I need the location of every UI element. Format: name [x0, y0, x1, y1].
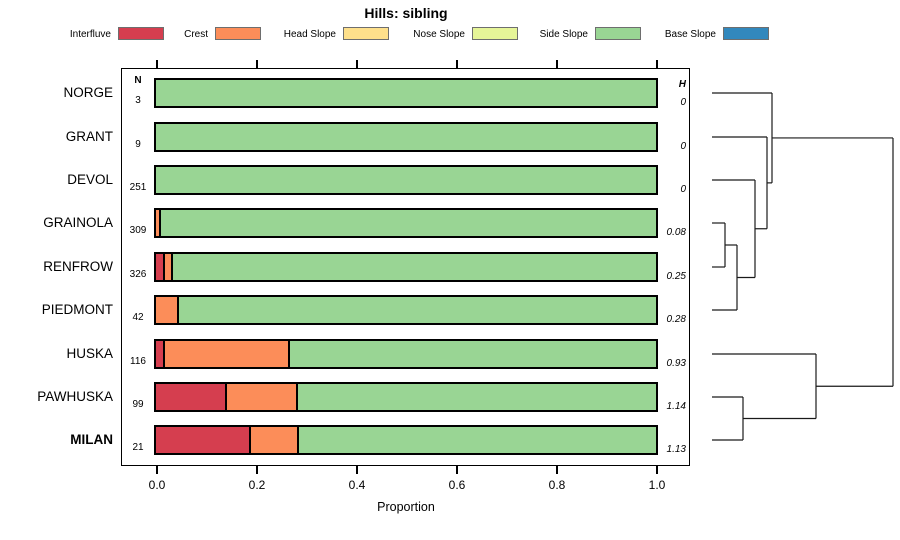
- n-value: 309: [129, 225, 147, 236]
- stacked-bar-milan: [154, 425, 658, 455]
- axis-tick-bottom: [656, 466, 658, 474]
- h-value: 0.25: [666, 271, 686, 282]
- stacked-bar-renfrow: [154, 252, 658, 282]
- h-value: 1.13: [666, 444, 686, 455]
- bar-segment-side_slope: [156, 80, 656, 106]
- axis-tick-label: 0.4: [348, 478, 366, 492]
- axis-tick-label: 0.6: [448, 478, 466, 492]
- n-value: 3: [135, 95, 141, 106]
- legend-label-3: Nose Slope: [413, 29, 465, 40]
- n-value: 116: [130, 356, 146, 367]
- legend-label-1: Crest: [184, 29, 208, 40]
- n-value: 99: [132, 399, 144, 410]
- bar-segment-crest: [227, 384, 298, 410]
- h-value: 0.28: [666, 314, 686, 325]
- h-value: 0.08: [666, 227, 686, 238]
- bar-segment-side_slope: [299, 427, 656, 453]
- legend-swatch-icon: [723, 27, 769, 40]
- h-value: 0.93: [666, 358, 686, 369]
- bar-segment-crest: [156, 210, 161, 236]
- bar-segment-crest: [251, 427, 299, 453]
- n-value: 21: [132, 442, 144, 453]
- axis-tick-bottom: [256, 466, 258, 474]
- legend-label-5: Base Slope: [664, 29, 716, 40]
- axis-tick-label: 0.8: [548, 478, 566, 492]
- row-label-devol: DEVOL: [67, 172, 113, 187]
- stacked-bar-piedmont: [154, 295, 658, 325]
- bar-segment-crest: [165, 254, 173, 280]
- row-label-grant: GRANT: [65, 129, 113, 144]
- legend-label-4: Side Slope: [539, 29, 588, 40]
- bar-segment-interfluve: [156, 384, 227, 410]
- h-value: 0: [680, 141, 686, 152]
- bar-segment-side_slope: [179, 297, 656, 323]
- n-value: 42: [132, 312, 144, 323]
- axis-tick-label: 1.0: [648, 478, 666, 492]
- bar-segment-side_slope: [161, 210, 656, 236]
- bar-segment-crest: [156, 297, 179, 323]
- h-column-header: H: [678, 79, 686, 90]
- h-value: 1.14: [666, 401, 686, 412]
- row-label-pawhuska: PAWHUSKA: [37, 389, 113, 404]
- row-label-huska: HUSKA: [66, 346, 113, 361]
- legend-label-2: Head Slope: [283, 29, 336, 40]
- legend-swatch-icon: [595, 27, 641, 40]
- bar-segment-side_slope: [173, 254, 656, 280]
- axis-tick-bottom: [556, 466, 558, 474]
- axis-tick-top: [256, 60, 258, 68]
- bar-segment-interfluve: [156, 341, 165, 367]
- row-label-norge: NORGE: [63, 85, 113, 100]
- axis-tick-label: 0.0: [148, 478, 166, 492]
- stacked-bar-norge: [154, 78, 658, 108]
- axis-tick-top: [556, 60, 558, 68]
- x-axis-title: Proportion: [377, 500, 435, 514]
- n-value: 9: [135, 139, 141, 150]
- stacked-bar-grant: [154, 122, 658, 152]
- bar-segment-side_slope: [290, 341, 656, 367]
- row-label-renfrow: RENFROW: [43, 259, 113, 274]
- axis-tick-label: 0.2: [248, 478, 266, 492]
- h-value: 0: [680, 97, 686, 108]
- h-value: 0: [680, 184, 686, 195]
- stacked-bar-huska: [154, 339, 658, 369]
- chart-title: Hills: sibling: [364, 5, 448, 21]
- legend-swatch-icon: [215, 27, 261, 40]
- axis-tick-bottom: [356, 466, 358, 474]
- legend-swatch-icon: [118, 27, 164, 40]
- row-label-piedmont: PIEDMONT: [41, 302, 113, 317]
- legend-label-0: Interfluve: [69, 29, 111, 40]
- legend-swatch-icon: [472, 27, 518, 40]
- bar-segment-crest: [165, 341, 290, 367]
- axis-tick-top: [456, 60, 458, 68]
- axis-tick-top: [356, 60, 358, 68]
- axis-tick-bottom: [156, 466, 158, 474]
- stacked-bar-devol: [154, 165, 658, 195]
- bar-segment-interfluve: [156, 254, 165, 280]
- axis-tick-bottom: [456, 466, 458, 474]
- bar-segment-side_slope: [156, 167, 656, 193]
- row-label-milan: MILAN: [70, 432, 113, 447]
- legend-swatch-icon: [343, 27, 389, 40]
- plot-area-frame: [121, 68, 690, 466]
- stacked-bar-pawhuska: [154, 382, 658, 412]
- bar-segment-side_slope: [156, 124, 656, 150]
- row-label-grainola: GRAINOLA: [43, 215, 113, 230]
- n-value: 326: [129, 269, 147, 280]
- n-column-header: N: [134, 75, 142, 86]
- stacked-bar-grainola: [154, 208, 658, 238]
- axis-tick-top: [656, 60, 658, 68]
- bar-segment-side_slope: [298, 384, 656, 410]
- axis-tick-top: [156, 60, 158, 68]
- bar-segment-interfluve: [156, 427, 251, 453]
- n-value: 251: [129, 182, 147, 193]
